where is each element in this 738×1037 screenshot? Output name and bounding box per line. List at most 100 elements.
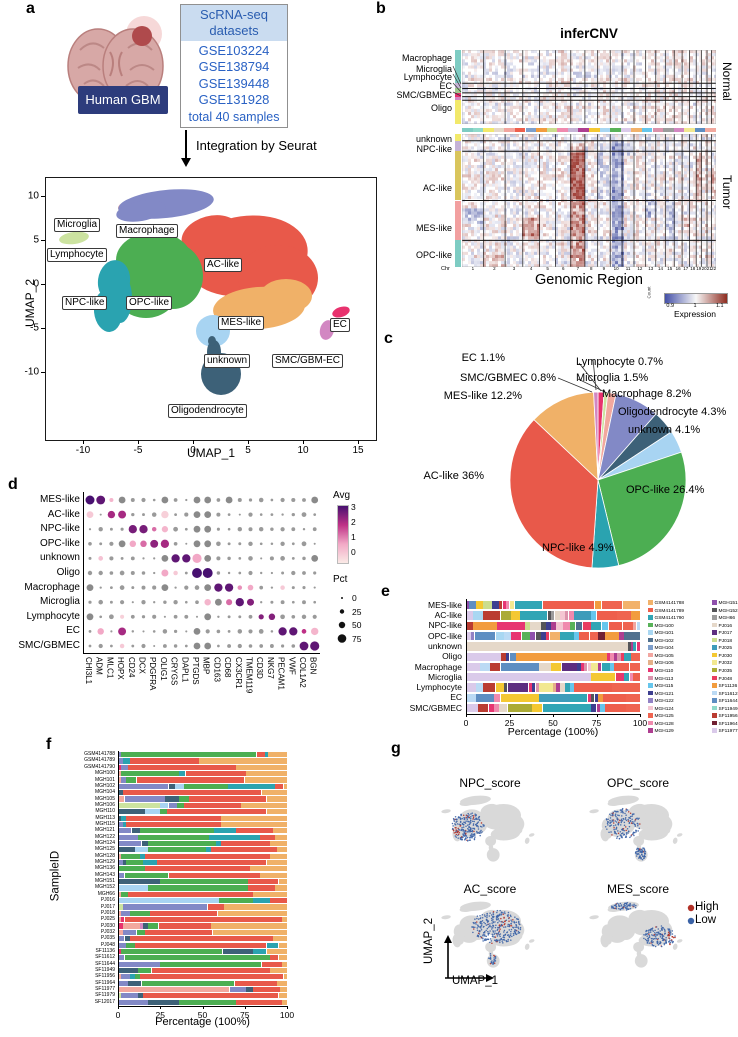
- bar-segment: [124, 796, 165, 802]
- bar-segment: [118, 752, 122, 758]
- f-row-label: MGH113: [95, 814, 115, 821]
- bar-segment: [577, 662, 581, 672]
- score-dot: [480, 935, 482, 938]
- score-dot: [632, 820, 634, 823]
- dotplot-gene-label: TMEM119: [244, 657, 254, 694]
- legend-swatch: [712, 675, 717, 680]
- score-legend-icons: [687, 904, 695, 925]
- bar-segment: [270, 967, 287, 974]
- umap-cluster-blob: [459, 905, 476, 913]
- topbar-segment: [663, 128, 674, 132]
- score-dot: [623, 903, 625, 906]
- bar-segment: [542, 601, 595, 610]
- score-dot: [519, 923, 521, 926]
- umap-y-ticklabel: 5: [33, 234, 39, 246]
- score-dot: [629, 907, 632, 910]
- score-dot: [515, 930, 517, 932]
- score-umap-opc: [589, 795, 683, 862]
- bar-segment: [139, 853, 145, 859]
- bar-segment: [136, 777, 245, 783]
- bar-segment: [610, 662, 614, 672]
- expression-tick: 0.9: [666, 303, 675, 309]
- bar-segment: [205, 847, 211, 853]
- dotplot-gene-label: ADM: [94, 657, 104, 675]
- score-dot: [457, 816, 460, 819]
- bar-segment: [598, 662, 602, 672]
- score-dot: [641, 850, 644, 853]
- f-row-label: GSM4141790: [84, 763, 115, 770]
- bar-segment: [476, 683, 484, 692]
- score-dot: [494, 959, 496, 961]
- bar-segment: [620, 652, 625, 661]
- score-dot: [496, 935, 499, 937]
- legend-swatch: [712, 667, 717, 673]
- bar-segment: [615, 673, 621, 682]
- score-dot: [671, 933, 674, 935]
- datasets-box-header: ScRNA-seq datasets: [180, 4, 288, 42]
- score-dot: [505, 919, 508, 921]
- legend-swatch: [648, 667, 653, 673]
- score-dot: [617, 824, 620, 826]
- score-dot: [497, 921, 499, 924]
- umap-x-tickmark: [303, 440, 304, 444]
- score-dot: [510, 930, 512, 933]
- topbar-segment: [525, 128, 537, 132]
- score-dot: [517, 927, 520, 930]
- pie-label: Oligodendrocyte 4.3%: [618, 406, 727, 418]
- bar-segment: [504, 683, 508, 692]
- score-dot: [653, 933, 656, 936]
- dotplot-dot: [246, 598, 255, 606]
- score-dot: [519, 928, 522, 931]
- umap-cluster-blob: [480, 803, 500, 818]
- bar-segment: [118, 840, 142, 847]
- score-dot: [486, 927, 489, 930]
- score-dot: [482, 932, 485, 934]
- score-dot: [604, 825, 607, 828]
- score-dot: [480, 924, 483, 926]
- bar-segment: [121, 974, 130, 980]
- score-dot: [622, 829, 624, 831]
- x-ticklabel: 50: [548, 718, 558, 728]
- score-dot: [492, 913, 495, 916]
- score-dot: [488, 915, 491, 917]
- legend-item: MGH110: [648, 667, 673, 674]
- score-dot: [455, 821, 457, 823]
- legend-swatch: [712, 683, 717, 688]
- score-dot: [471, 814, 474, 817]
- chr-number: 6: [561, 266, 565, 271]
- score-dot: [492, 924, 494, 927]
- score-dot: [451, 822, 454, 825]
- score-dot: [663, 943, 666, 946]
- score-dot: [470, 813, 472, 815]
- sidebar-segment: [455, 50, 461, 84]
- score-dot: [489, 962, 492, 965]
- score-dot: [468, 816, 470, 819]
- score-dot: [475, 817, 477, 820]
- score-dot: [519, 926, 522, 929]
- score-dot: [492, 912, 494, 914]
- bar-segment: [500, 652, 506, 661]
- score-dot: [637, 849, 640, 851]
- chr-number: 8: [590, 266, 593, 271]
- bar-segment: [210, 847, 277, 853]
- score-dot: [462, 814, 465, 817]
- cnv-row-label: SMC/GBMEC: [396, 90, 452, 100]
- score-dot: [621, 810, 624, 813]
- score-umap-mes: [589, 901, 683, 968]
- score-dot: [672, 936, 675, 939]
- bar-segment: [594, 601, 602, 610]
- score-dot: [612, 813, 614, 816]
- bar-segment: [148, 923, 159, 929]
- bar-segment: [620, 673, 625, 682]
- e-row-label: Lymphocyte: [416, 682, 462, 693]
- bar-segment: [554, 611, 560, 620]
- score-dot: [513, 930, 516, 933]
- score-dot: [488, 957, 490, 959]
- umap-cluster-blob: [459, 799, 476, 807]
- dotplot-dot: [151, 526, 157, 532]
- expression-colorbar-ticks: 0.9 1 1.1: [664, 303, 726, 310]
- bar-segment: [270, 840, 287, 847]
- bar-segment: [598, 693, 604, 703]
- score-dot: [655, 934, 658, 936]
- score-dot: [464, 832, 467, 835]
